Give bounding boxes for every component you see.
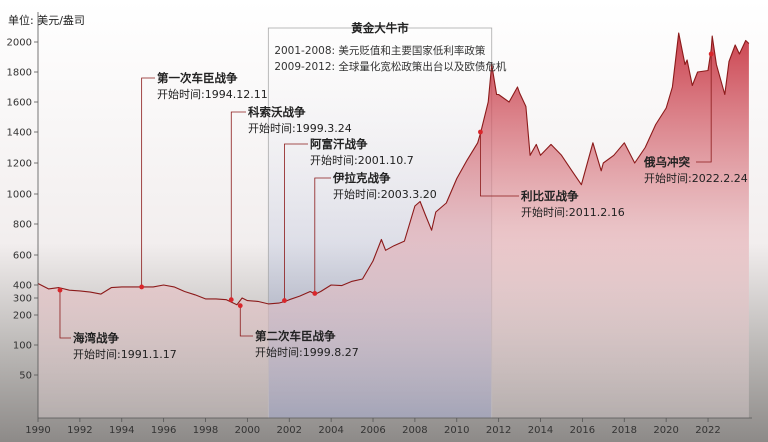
event-marker [237,303,243,309]
y-tick-label: 1400 [7,128,32,139]
event-title: 海湾战争 [73,331,119,345]
event-date: 开始时间:2001.10.7 [310,153,414,167]
event-date: 开始时间:1999.3.24 [248,121,352,135]
bull-market-note: 2001-2008: 美元贬值和主要国家低利率政策 [274,44,486,57]
x-tick-label: 2020 [653,425,678,436]
event-marker [708,51,714,57]
event-date: 开始时间:2003.3.20 [333,187,437,201]
event-title: 第一次车臣战争 [157,71,238,85]
event-leader-line [239,305,253,337]
y-tick-label: 2000 [7,38,32,49]
y-tick-label: 1200 [7,159,32,170]
event-marker [139,284,145,290]
event-leader-line [314,177,331,294]
event-title: 利比亚战争 [520,189,579,203]
x-tick-label: 2022 [695,425,720,436]
x-tick-label: 2016 [570,425,595,436]
event-marker [228,297,234,303]
event-marker [312,291,318,296]
y-tick-label: 600 [13,251,32,262]
y-tick-label: 300 [13,294,32,305]
bull-market-note: 2009-2012: 全球量化宽松政策出台以及欧债危机 [274,60,507,73]
event-leader-line [696,54,712,163]
unit-label: 单位: 美元/盎司 [8,13,85,27]
event-title: 俄乌冲突 [643,155,690,169]
event-date: 开始时间:1994.12.11 [157,87,268,101]
event-date: 开始时间:2011.2.16 [521,205,625,219]
x-tick-label: 2018 [612,425,637,436]
event-marker [282,298,287,303]
event-marker [478,129,483,135]
x-tick-label: 1990 [25,425,50,436]
event-leader-line [230,111,246,300]
y-tick-label: 1000 [7,190,32,201]
event-title: 科索沃战争 [248,105,306,119]
bull-market-title: 黄金大牛市 [351,21,409,35]
event-leader-line [141,77,155,287]
y-tick-label: 1600 [7,98,32,109]
y-tick-label: 200 [13,311,32,322]
event-date: 开始时间:1991.1.17 [73,347,177,361]
event-date: 开始时间:2022.2.24 [644,171,748,185]
event-leader-line [59,290,71,339]
price-line [37,32,750,306]
x-tick-label: 2012 [486,425,511,436]
y-tick-label: 50 [19,371,32,382]
x-tick-label: 2014 [528,425,553,436]
y-tick-label: 100 [13,341,32,352]
event-leader-line [480,132,519,197]
x-tick-label: 1998 [193,425,218,436]
price-area [38,33,749,418]
x-tick-label: 2004 [318,425,343,436]
event-marker [57,287,63,293]
event-leader-line [284,143,308,301]
event-title: 伊拉克战争 [332,171,391,185]
x-tick-label: 2002 [277,425,302,436]
x-tick-label: 1994 [109,425,134,436]
x-tick-label: 1996 [151,425,176,436]
x-tick-label: 2006 [360,425,385,436]
x-tick-label: 1992 [67,425,92,436]
event-title: 第二次车臣战争 [255,329,336,343]
y-tick-label: 1800 [7,68,32,79]
y-tick-label: 800 [13,220,32,231]
x-tick-label: 2008 [402,425,427,436]
x-tick-label: 2010 [444,425,469,436]
event-title: 阿富汗战争 [310,137,368,151]
x-tick-label: 2000 [235,425,260,436]
y-tick-label: 400 [13,281,32,292]
event-date: 开始时间:1999.8.27 [255,345,359,359]
